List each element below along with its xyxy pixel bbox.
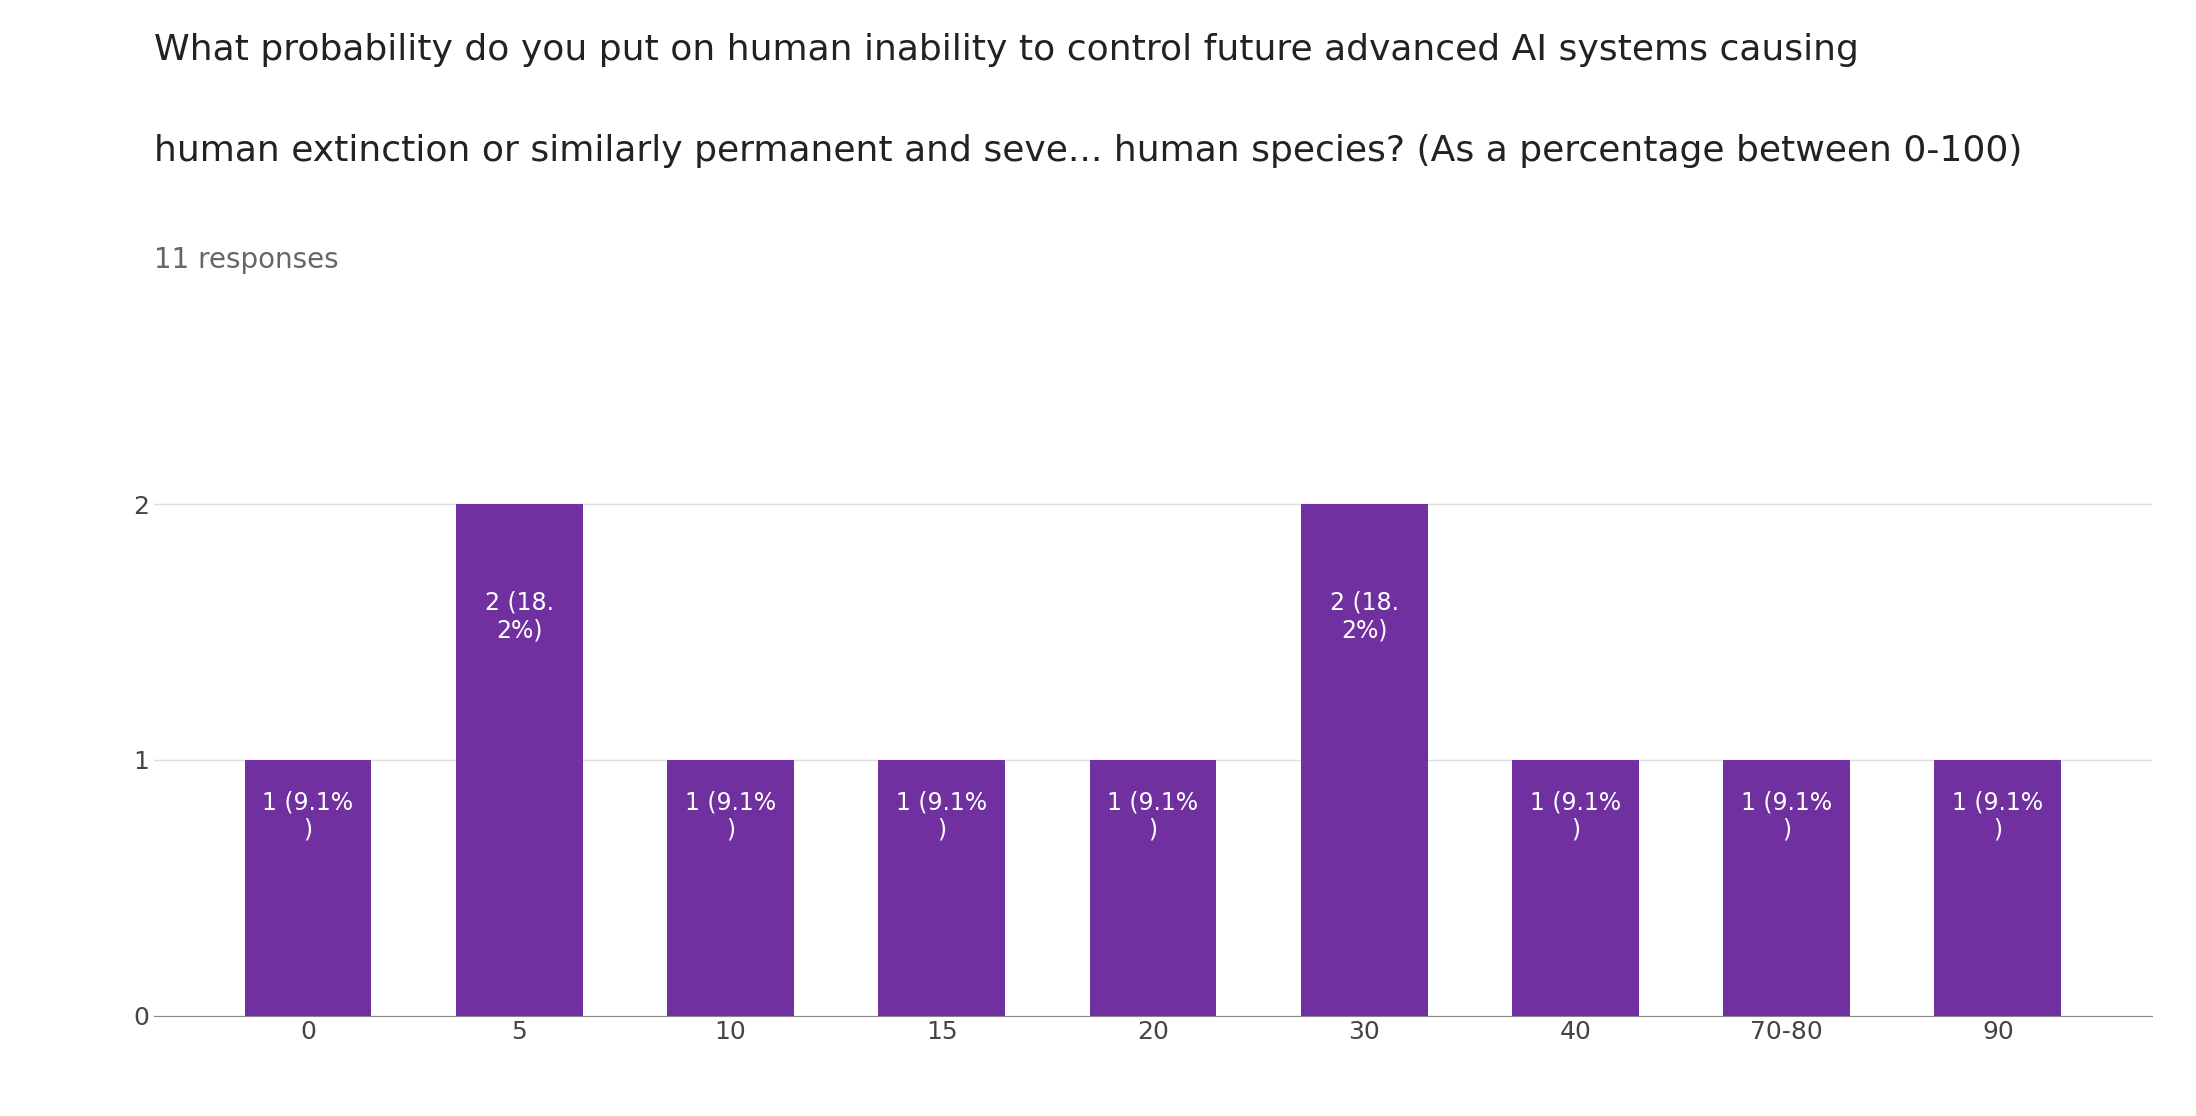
Text: 1 (9.1%
): 1 (9.1% ) xyxy=(685,790,775,841)
Bar xyxy=(244,760,371,1016)
Text: 1 (9.1%
): 1 (9.1% ) xyxy=(1952,790,2044,841)
Bar xyxy=(1089,760,1217,1016)
Text: 1 (9.1%
): 1 (9.1% ) xyxy=(896,790,988,841)
Text: 1 (9.1%
): 1 (9.1% ) xyxy=(1531,790,1621,841)
Bar xyxy=(878,760,1006,1016)
Text: 1 (9.1%
): 1 (9.1% ) xyxy=(1741,790,1831,841)
Bar xyxy=(1513,760,1638,1016)
Text: 1 (9.1%
): 1 (9.1% ) xyxy=(1107,790,1199,841)
Text: What probability do you put on human inability to control future advanced AI sys: What probability do you put on human ina… xyxy=(154,33,1858,67)
Text: 2 (18.
2%): 2 (18. 2%) xyxy=(485,590,553,643)
Text: human extinction or similarly permanent and seve... human species? (As a percent: human extinction or similarly permanent … xyxy=(154,134,2023,167)
Text: 2 (18.
2%): 2 (18. 2%) xyxy=(1329,590,1399,643)
Bar xyxy=(1300,504,1427,1016)
Text: 11 responses: 11 responses xyxy=(154,246,338,273)
Text: 1 (9.1%
): 1 (9.1% ) xyxy=(261,790,354,841)
Bar xyxy=(1935,760,2062,1016)
Bar xyxy=(668,760,793,1016)
Bar xyxy=(457,504,582,1016)
Bar xyxy=(1724,760,1849,1016)
